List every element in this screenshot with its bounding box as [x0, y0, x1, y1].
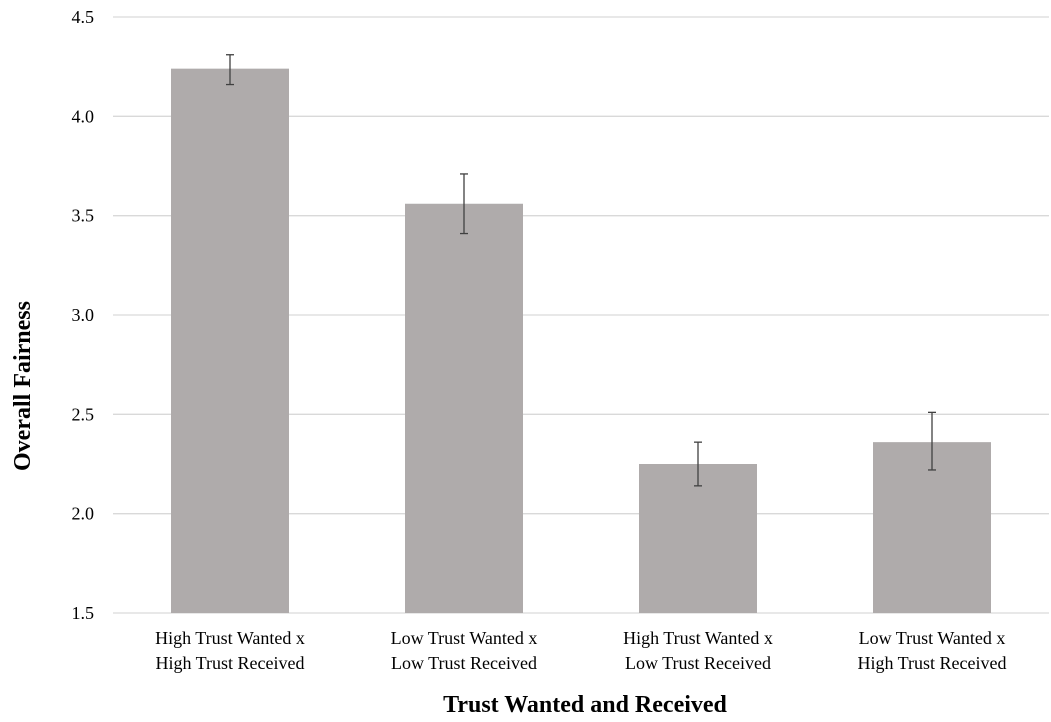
y-tick-label: 1.5 [72, 603, 95, 623]
bar [639, 464, 757, 613]
x-tick-label-line: High Trust Received [857, 653, 1006, 673]
x-tick-label-line: Low Trust Wanted x [859, 628, 1006, 648]
x-tick-label-line: Low Trust Wanted x [391, 628, 538, 648]
error-bar [694, 441, 702, 487]
x-tick-label-line: High Trust Wanted x [623, 628, 773, 648]
y-tick-labels: 1.5 2.0 2.5 3.0 3.5 4.0 4.5 [72, 7, 95, 623]
error-bar [928, 411, 936, 471]
bars [171, 68, 991, 614]
y-tick-label: 3.0 [72, 305, 95, 325]
bar [405, 203, 523, 613]
y-tick-label: 4.5 [72, 7, 95, 27]
x-category-label: Low Trust Wanted x High Trust Received [857, 628, 1006, 673]
error-bar [460, 173, 468, 235]
y-tick-label: 2.5 [72, 404, 95, 424]
y-tick-label: 3.5 [72, 206, 95, 226]
x-tick-label-line: Low Trust Received [391, 653, 537, 673]
x-category-label: High Trust Wanted x Low Trust Received [623, 628, 773, 673]
error-bar [226, 54, 234, 86]
bar [873, 442, 991, 613]
error-bars [226, 54, 936, 487]
x-tick-label-line: Low Trust Received [625, 653, 771, 673]
x-category-label: Low Trust Wanted x Low Trust Received [391, 628, 538, 673]
y-tick-label: 2.0 [72, 504, 95, 524]
y-axis-title: Overall Fairness [10, 301, 36, 471]
y-tick-label: 4.0 [72, 106, 95, 126]
x-tick-label-line: High Trust Wanted x [155, 628, 305, 648]
x-tick-label-line: High Trust Received [155, 653, 304, 673]
x-axis-title: Trust Wanted and Received [443, 692, 727, 718]
bar [171, 68, 289, 614]
x-category-label: High Trust Wanted x High Trust Received [155, 628, 305, 673]
